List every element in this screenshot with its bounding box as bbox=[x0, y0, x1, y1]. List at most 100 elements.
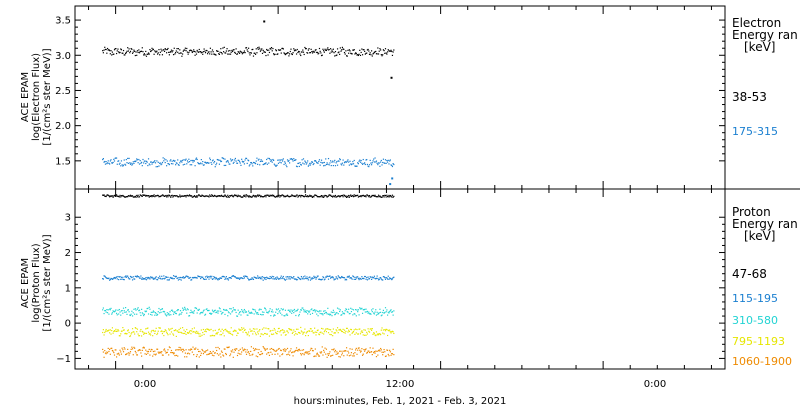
data-point bbox=[320, 162, 321, 163]
data-point bbox=[215, 310, 216, 311]
data-point bbox=[224, 349, 225, 350]
data-point bbox=[145, 277, 146, 278]
data-point bbox=[265, 277, 266, 278]
data-point bbox=[307, 351, 308, 352]
data-point bbox=[237, 355, 238, 356]
data-point bbox=[144, 347, 145, 348]
data-point bbox=[274, 350, 275, 351]
data-point bbox=[247, 276, 248, 277]
data-point bbox=[282, 353, 283, 354]
data-point bbox=[176, 336, 177, 337]
data-point bbox=[129, 278, 130, 279]
data-point bbox=[288, 52, 289, 53]
data-point bbox=[172, 161, 173, 162]
data-point bbox=[385, 330, 386, 331]
data-point bbox=[168, 52, 169, 53]
data-point bbox=[222, 329, 223, 330]
data-point bbox=[156, 166, 157, 167]
data-point bbox=[388, 196, 389, 197]
data-point bbox=[371, 309, 372, 310]
data-point bbox=[263, 327, 264, 328]
data-point bbox=[240, 354, 241, 355]
data-point bbox=[269, 196, 270, 197]
data-point bbox=[301, 276, 302, 277]
data-point bbox=[270, 48, 271, 49]
data-point bbox=[122, 53, 123, 54]
data-point bbox=[378, 53, 379, 54]
data-point bbox=[347, 50, 348, 51]
data-point bbox=[342, 47, 343, 48]
data-point bbox=[226, 310, 227, 311]
data-point bbox=[302, 350, 303, 351]
data-point bbox=[381, 314, 382, 315]
data-point bbox=[279, 348, 280, 349]
data-point bbox=[167, 352, 168, 353]
data-point bbox=[246, 158, 247, 159]
data-point bbox=[145, 51, 146, 52]
data-point bbox=[328, 332, 329, 333]
data-point bbox=[201, 52, 202, 53]
data-point bbox=[194, 310, 195, 311]
data-point bbox=[373, 158, 374, 159]
data-point bbox=[142, 165, 143, 166]
data-point bbox=[126, 314, 127, 315]
data-point bbox=[179, 195, 180, 196]
data-point bbox=[250, 351, 251, 352]
data-point bbox=[182, 160, 183, 161]
data-point bbox=[322, 333, 323, 334]
data-point bbox=[218, 159, 219, 160]
data-point bbox=[165, 49, 166, 50]
data-point bbox=[347, 331, 348, 332]
data-point bbox=[357, 276, 358, 277]
data-point bbox=[172, 195, 173, 196]
data-point bbox=[243, 276, 244, 277]
data-point bbox=[222, 333, 223, 334]
y-tick-label: −1 bbox=[56, 354, 71, 365]
data-point bbox=[151, 50, 152, 51]
data-point bbox=[257, 164, 258, 165]
data-point bbox=[349, 348, 350, 349]
data-point bbox=[279, 162, 280, 163]
proton-ylabel-line-2: log(Proton Flux) bbox=[31, 243, 42, 322]
data-point bbox=[312, 313, 313, 314]
data-point bbox=[347, 161, 348, 162]
data-point bbox=[308, 279, 309, 280]
data-point bbox=[285, 163, 286, 164]
data-point bbox=[106, 196, 107, 197]
proton-ylabel-line-1: ACE EPAM bbox=[20, 258, 31, 308]
data-point bbox=[338, 195, 339, 196]
data-point bbox=[385, 307, 386, 308]
data-point bbox=[215, 278, 216, 279]
data-point bbox=[258, 330, 259, 331]
data-point bbox=[305, 194, 306, 195]
data-point bbox=[186, 329, 187, 330]
data-point bbox=[154, 161, 155, 162]
data-point bbox=[171, 50, 172, 51]
data-point bbox=[304, 163, 305, 164]
data-point bbox=[375, 51, 376, 52]
data-point bbox=[179, 279, 180, 280]
data-point bbox=[318, 53, 319, 54]
y-tick-label: 3.5 bbox=[55, 16, 71, 27]
data-point bbox=[258, 278, 259, 279]
data-point bbox=[226, 354, 227, 355]
data-point bbox=[209, 353, 210, 354]
data-point bbox=[260, 354, 261, 355]
data-point bbox=[131, 163, 132, 164]
data-point bbox=[319, 334, 320, 335]
data-point bbox=[131, 347, 132, 348]
data-point bbox=[270, 330, 271, 331]
data-point bbox=[316, 332, 317, 333]
data-point bbox=[323, 311, 324, 312]
data-point bbox=[329, 49, 330, 50]
data-point bbox=[163, 355, 164, 356]
data-point bbox=[149, 49, 150, 50]
data-point bbox=[249, 355, 250, 356]
data-point bbox=[306, 353, 307, 354]
data-point bbox=[154, 311, 155, 312]
data-point bbox=[128, 311, 129, 312]
data-point bbox=[356, 309, 357, 310]
data-point bbox=[312, 330, 313, 331]
data-point bbox=[366, 53, 367, 54]
data-point bbox=[288, 276, 289, 277]
